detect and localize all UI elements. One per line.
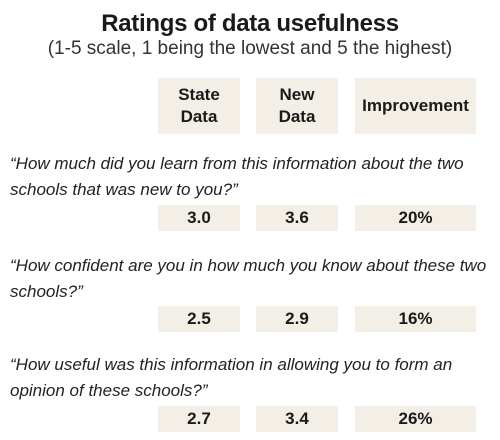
row-1-new-data-value: 3.6 xyxy=(256,205,338,231)
chart-title: Ratings of data usefulness xyxy=(101,10,399,37)
column-header-improvement: Improvement xyxy=(355,78,476,134)
question-3: “How useful was this information in allo… xyxy=(10,355,453,400)
row-3-new-data-value: 3.4 xyxy=(256,406,338,432)
row-2-new-data-value: 2.9 xyxy=(256,306,338,332)
row-1-state-data-value: 3.0 xyxy=(158,205,240,231)
row-2-improvement-value: 16% xyxy=(355,306,476,332)
question-2: “How confident are you in how much you k… xyxy=(10,256,487,301)
column-header-new-data: New Data xyxy=(256,78,338,134)
column-header-state-data: State Data xyxy=(158,78,240,134)
row-1-improvement-value: 20% xyxy=(355,205,476,231)
row-3-improvement-value: 26% xyxy=(355,406,476,432)
row-3-state-data-value: 2.7 xyxy=(158,406,240,432)
question-1: “How much did you learn from this inform… xyxy=(10,154,464,199)
chart-subtitle: (1-5 scale, 1 being the lowest and 5 the… xyxy=(47,38,453,59)
row-2-state-data-value: 2.5 xyxy=(158,306,240,332)
